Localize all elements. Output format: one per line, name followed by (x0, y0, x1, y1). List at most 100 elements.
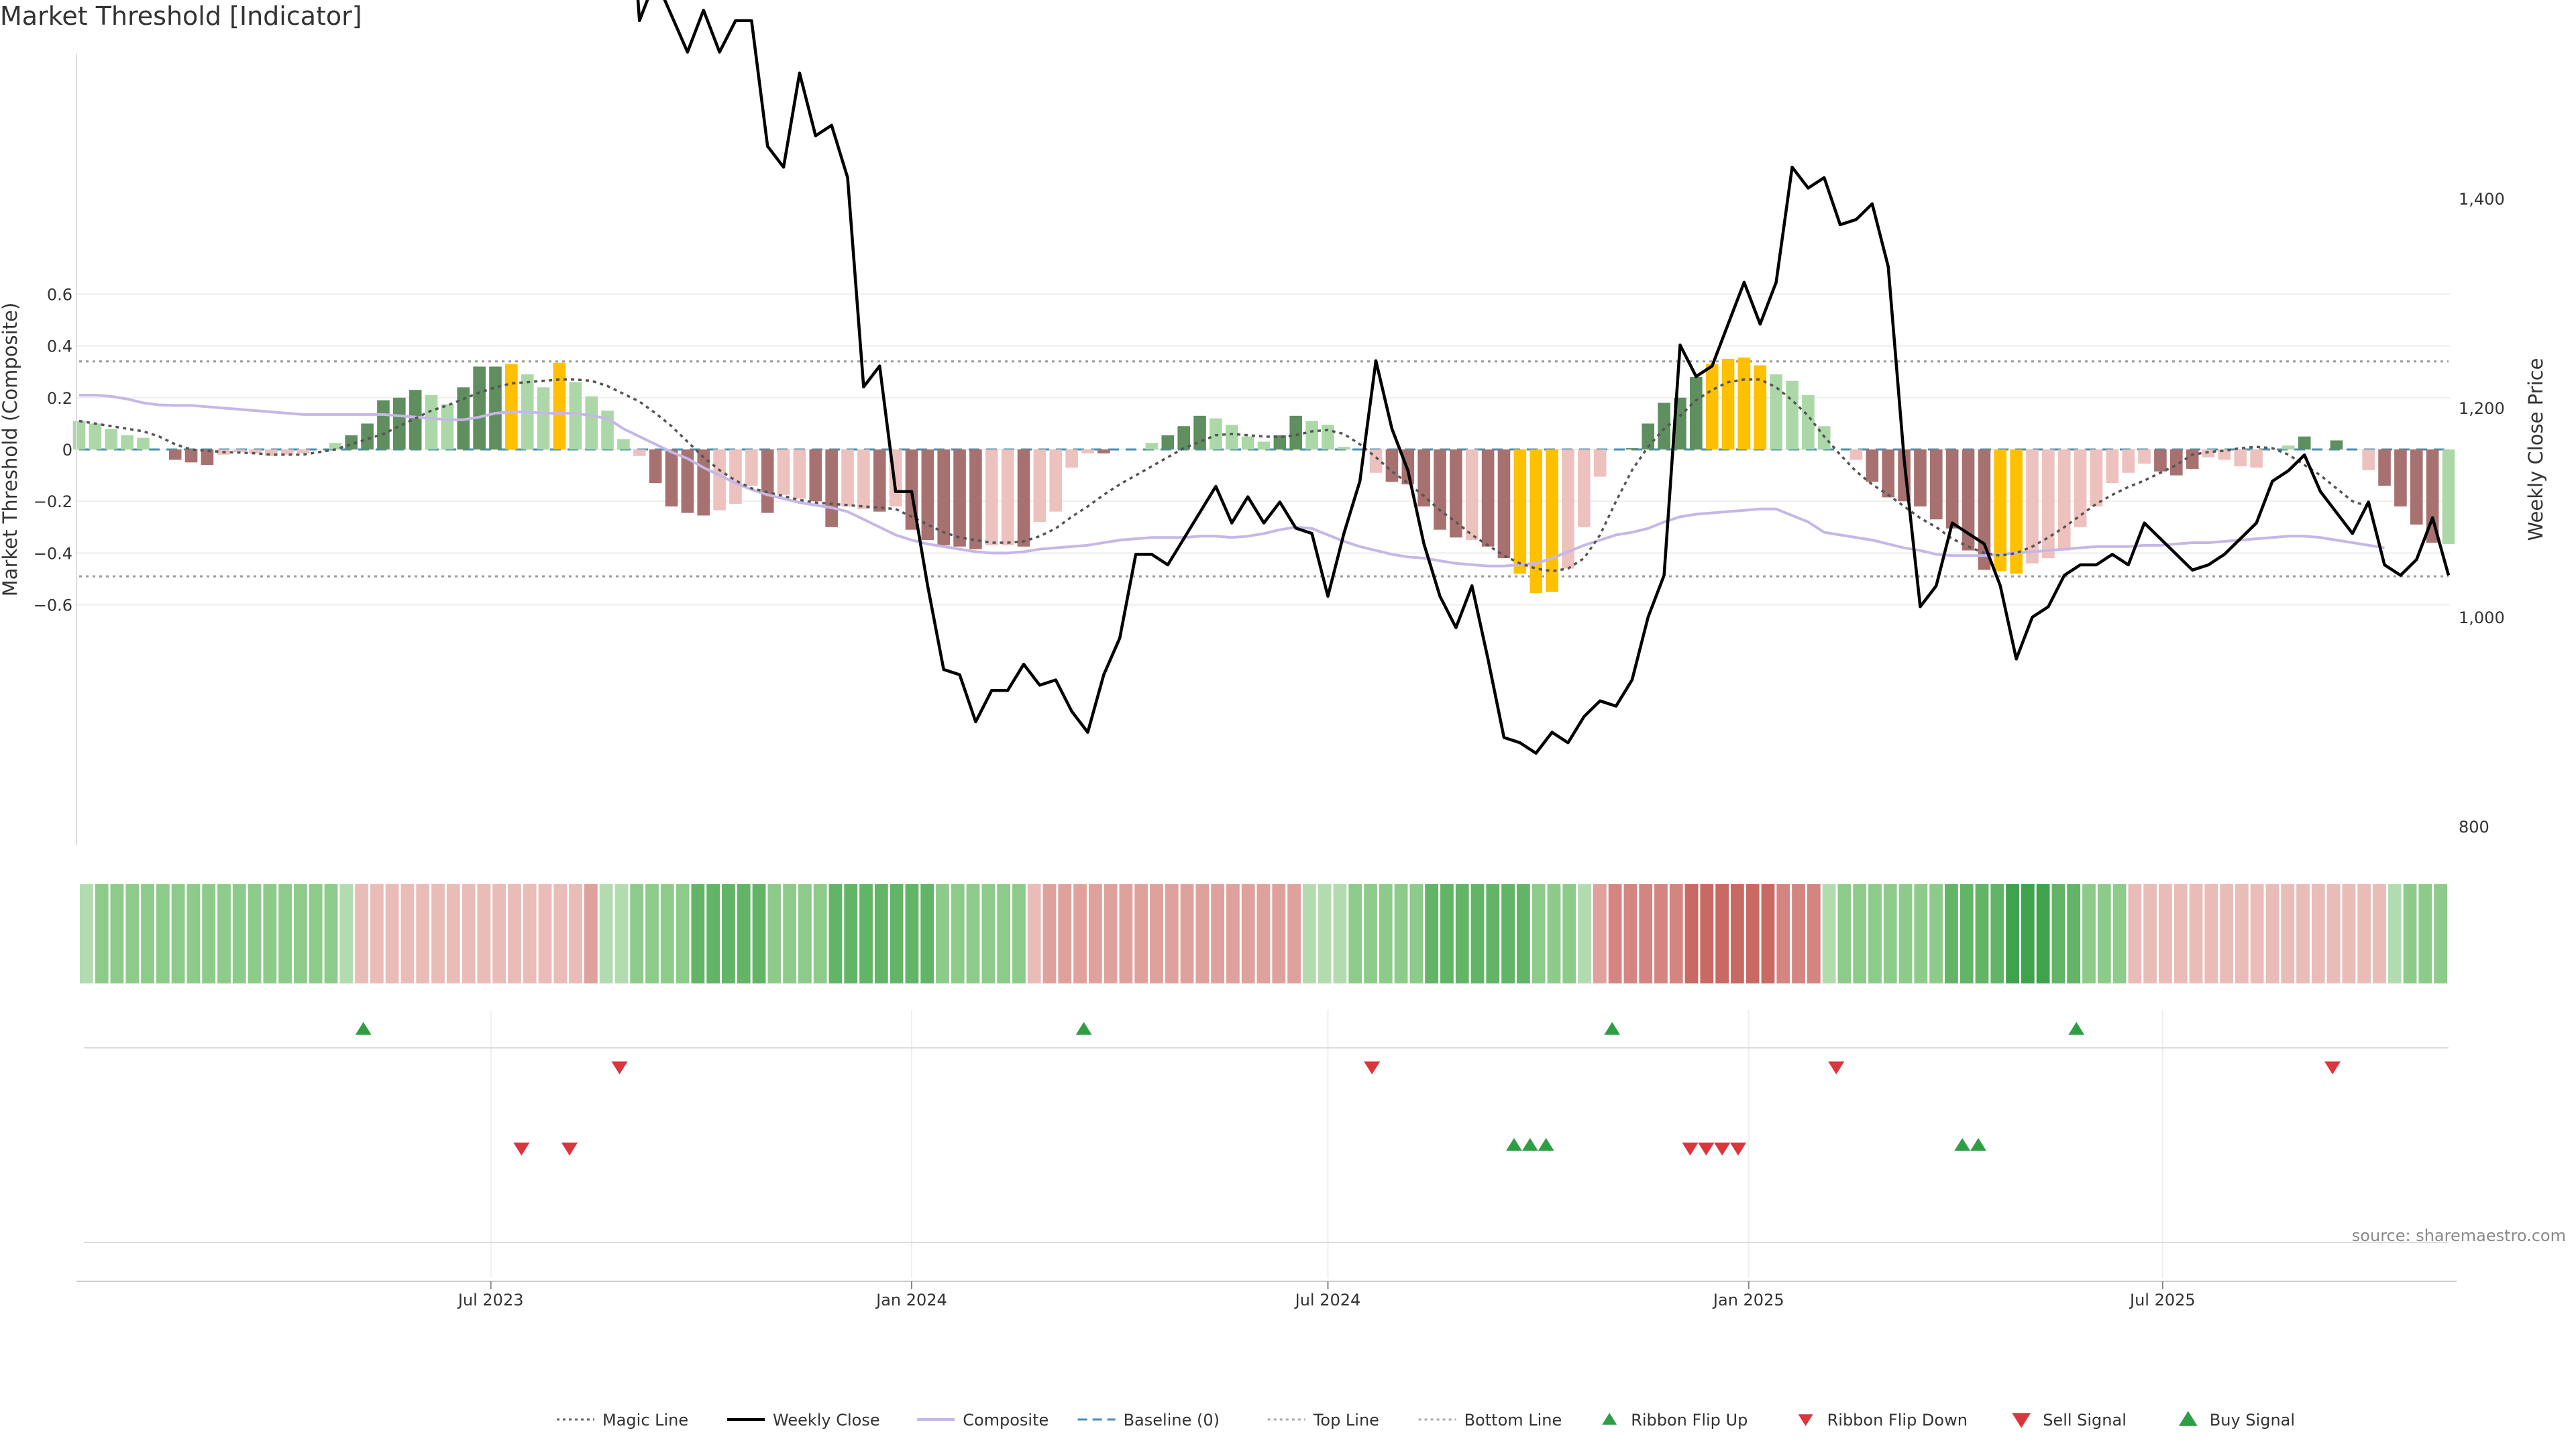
composite-bar (1786, 380, 1799, 449)
ribbon-cell (2051, 884, 2065, 983)
composite-bar (1658, 402, 1670, 449)
composite-bar (729, 449, 742, 504)
ribbon-cell (355, 884, 368, 983)
legend-label: Magic Line (602, 1411, 688, 1430)
signal-markers (84, 1022, 2449, 1243)
ribbon-flip-down-marker (2324, 1061, 2341, 1075)
left-tick-label: −0.6 (34, 596, 72, 615)
ribbon-flip-down-marker (1828, 1061, 1845, 1075)
ribbon-cell (1868, 884, 1882, 983)
composite-bar (841, 449, 854, 506)
ribbon-flip-up-marker (355, 1022, 372, 1035)
ribbon-cell (2296, 884, 2310, 983)
composite-bar (137, 437, 150, 449)
ribbon-cell (2387, 884, 2402, 983)
composite-bar (617, 439, 630, 449)
ribbon-cell (2265, 884, 2279, 983)
legend-item: Sell Signal (2012, 1411, 2127, 1430)
ribbon-cell (2021, 884, 2035, 983)
ribbon-cell (1608, 884, 1622, 983)
ribbon-cell (1272, 884, 1286, 983)
ribbon-cell (1165, 884, 1179, 983)
ribbon-cell (1700, 884, 1714, 983)
ribbon-cell (1929, 884, 1943, 983)
composite-bar (1721, 358, 1735, 449)
composite-bar (937, 449, 951, 545)
legend-item: Magic Line (557, 1411, 688, 1430)
composite-bar (233, 449, 246, 452)
ribbon-cell (1379, 884, 1393, 983)
ribbon-cell (2373, 884, 2386, 983)
sell-signal-marker (1682, 1142, 1699, 1156)
composite-bar (1497, 449, 1511, 559)
ribbon-cell (1394, 884, 1408, 983)
composite-bar (537, 387, 550, 449)
ribbon-cell (400, 884, 415, 983)
ribbon-cell (2159, 884, 2172, 983)
ribbon-cell (2326, 884, 2341, 983)
ribbon-cell (2235, 884, 2249, 983)
ribbon-cell (1287, 884, 1301, 983)
composite-bar (985, 449, 998, 545)
ribbon-cell (2189, 884, 2203, 983)
ribbon-cell (1150, 884, 1163, 983)
right-tick-label: 1,400 (2459, 190, 2505, 209)
composite-bar (1385, 449, 1399, 482)
ribbon-cell (1761, 884, 1775, 983)
ribbon-cell (1684, 884, 1699, 983)
legend-label: Ribbon Flip Down (1827, 1411, 1968, 1430)
composite-bar (168, 449, 182, 460)
left-axis-title: Market Threshold (Composite) (0, 303, 21, 596)
ribbon-cell (1119, 884, 1133, 983)
right-tick-label: 800 (2459, 818, 2489, 837)
legend-label: Weekly Close (773, 1411, 880, 1430)
composite-bar (1450, 449, 1462, 538)
ribbon-cell (844, 884, 858, 983)
ribbon-cell (798, 884, 812, 983)
ribbon-cell (1256, 884, 1271, 983)
composite-bar (1866, 449, 1879, 482)
composite-bar (921, 449, 934, 541)
weekly-close-line (636, 0, 2451, 755)
composite-bar (2154, 449, 2167, 472)
ribbon-flip-up-marker (1604, 1022, 1621, 1035)
ribbon-cell (263, 884, 277, 983)
composite-bar (1930, 449, 1943, 520)
composite-bar (2378, 449, 2391, 486)
composite-bar (2394, 449, 2407, 506)
composite-bar (1001, 449, 1014, 545)
composite-bar (1049, 449, 1063, 512)
composite-bar (1914, 449, 1927, 506)
composite-bar (1529, 449, 1543, 594)
ribbon-cell (1960, 884, 1974, 983)
composite-bar (2442, 449, 2455, 544)
ribbon-cell (278, 884, 292, 983)
legend: Magic Line Weekly Close Composite Baseline … (557, 1411, 2295, 1430)
composite-bar (1994, 449, 2007, 572)
ribbon-cell (2174, 884, 2188, 983)
ribbon-cell (737, 884, 751, 983)
ribbon-cell (156, 884, 170, 983)
ribbon-cell (309, 884, 323, 983)
page-title: Market Threshold [Indicator] (0, 1, 362, 31)
ribbon-cell (1898, 884, 1913, 983)
ribbon-cell (95, 884, 109, 983)
ribbon-cell (874, 884, 888, 983)
ribbon-cell (1669, 884, 1683, 983)
ribbon-cell (1501, 884, 1515, 983)
left-tick-label: 0.6 (47, 285, 72, 304)
composite-bar (1481, 449, 1495, 547)
composite-bar (809, 449, 822, 502)
composite-bar (2090, 449, 2103, 506)
left-tick-label: −0.4 (34, 544, 72, 563)
legend-label: Sell Signal (2043, 1411, 2127, 1430)
left-tick-label: 0 (62, 441, 72, 460)
ribbon-cell (920, 884, 934, 983)
left-tick-label: −0.2 (34, 492, 72, 511)
legend-label: Top Line (1313, 1411, 1379, 1430)
ribbon-cell (1990, 884, 2004, 983)
ribbon-flip-down-marker (611, 1061, 628, 1075)
composite-bar (681, 449, 694, 513)
ribbon-cell (859, 884, 873, 983)
